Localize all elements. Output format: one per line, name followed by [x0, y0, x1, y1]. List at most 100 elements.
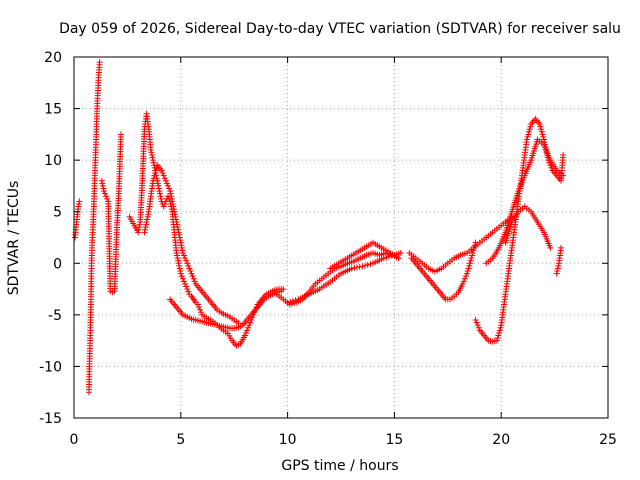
data-point	[163, 180, 170, 187]
data-point	[494, 335, 501, 342]
data-point	[190, 275, 197, 282]
y-tick-label: -10	[39, 359, 62, 375]
data-point	[247, 319, 254, 326]
data-point	[462, 273, 469, 280]
data-point	[354, 264, 361, 271]
data-point	[175, 260, 182, 267]
data-point	[539, 131, 546, 138]
data-point	[76, 198, 83, 205]
data-point	[383, 254, 390, 261]
data-point	[292, 297, 299, 304]
data-point	[395, 255, 402, 262]
data-point	[176, 234, 183, 241]
data-point	[174, 224, 181, 231]
data-point	[99, 180, 106, 187]
x-tick-label: 0	[70, 432, 79, 448]
data-point	[475, 324, 482, 331]
data-point	[135, 229, 142, 236]
data-point	[495, 332, 502, 339]
data-point	[466, 262, 473, 269]
data-point	[141, 229, 148, 236]
data-point	[169, 198, 176, 205]
x-tick-label: 15	[385, 432, 403, 448]
data-point	[173, 219, 180, 226]
data-point	[178, 242, 185, 249]
data-point	[104, 195, 111, 202]
data-series	[483, 136, 567, 267]
data-point	[187, 268, 194, 275]
data-point	[135, 226, 142, 233]
data-point	[185, 288, 192, 295]
data-point	[168, 195, 175, 202]
data-point	[547, 162, 554, 169]
data-point	[525, 128, 532, 135]
data-point	[171, 211, 178, 218]
data-point	[367, 261, 374, 268]
y-tick-label: 10	[44, 153, 62, 169]
data-point	[158, 167, 165, 174]
data-point	[75, 203, 82, 210]
x-axis-label: GPS time / hours	[281, 458, 398, 474]
data-point	[197, 306, 204, 313]
data-series	[327, 239, 402, 272]
data-point	[540, 133, 547, 140]
data-point	[241, 332, 248, 339]
data-point	[169, 200, 176, 207]
data-point	[473, 319, 480, 326]
data-point	[174, 252, 181, 259]
data-point	[465, 265, 472, 272]
data-point	[466, 260, 473, 267]
data-point	[100, 185, 107, 192]
data-series	[553, 244, 565, 277]
data-point	[148, 149, 155, 156]
data-point	[159, 170, 166, 177]
data-point	[464, 270, 471, 277]
data-layer	[72, 59, 567, 396]
data-point	[554, 265, 561, 272]
data-point	[101, 190, 108, 197]
data-point	[538, 128, 545, 135]
data-point	[195, 304, 202, 311]
data-point	[380, 255, 387, 262]
y-tick-label: -15	[39, 411, 62, 427]
data-point	[175, 229, 182, 236]
data-point	[150, 157, 157, 164]
data-point	[160, 203, 167, 210]
data-point	[547, 244, 554, 251]
data-point	[145, 211, 152, 218]
data-point	[75, 200, 82, 207]
data-point	[150, 177, 157, 184]
data-point	[152, 167, 159, 174]
data-point	[96, 59, 103, 66]
data-point	[560, 172, 567, 179]
data-point	[164, 182, 171, 189]
plot-frame	[73, 56, 609, 419]
data-point	[175, 257, 182, 264]
data-point	[560, 151, 567, 158]
data-point	[278, 288, 285, 295]
data-point	[525, 131, 532, 138]
data-point	[245, 324, 252, 331]
data-point	[99, 182, 106, 189]
data-point	[555, 262, 562, 269]
data-series	[85, 59, 103, 396]
data-point	[143, 221, 150, 228]
data-point	[537, 123, 544, 130]
data-point	[143, 219, 150, 226]
data-point	[173, 249, 180, 256]
data-point	[496, 327, 503, 334]
data-series	[98, 131, 124, 296]
data-point	[150, 175, 157, 182]
data-point	[194, 301, 201, 308]
data-point	[100, 188, 107, 195]
data-point	[497, 324, 504, 331]
data-point	[161, 175, 168, 182]
data-point	[189, 273, 196, 280]
data-point	[554, 268, 561, 275]
data-series	[472, 115, 567, 345]
data-point	[149, 154, 156, 161]
data-point	[179, 247, 186, 254]
data-point	[493, 337, 500, 344]
data-point	[289, 297, 296, 304]
data-point	[150, 159, 157, 166]
